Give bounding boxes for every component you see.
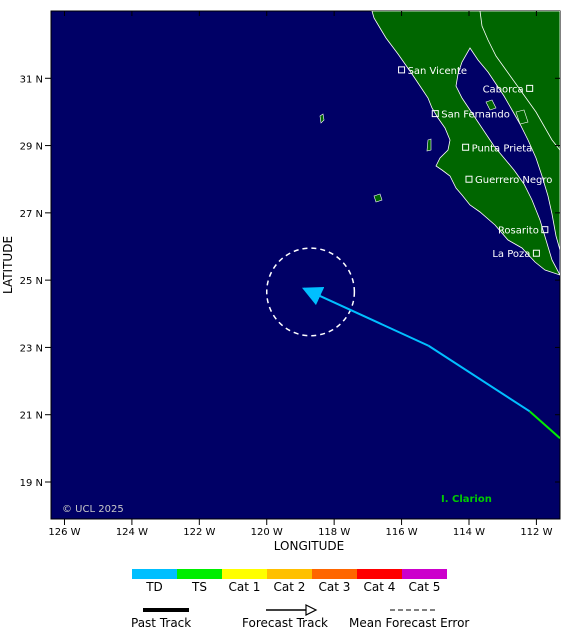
city-label: Punta Prieta <box>472 143 533 154</box>
legend-swatch <box>312 569 357 579</box>
city-marker-icon <box>541 226 549 234</box>
legend-swatch <box>267 569 312 579</box>
lon-tick-label: 112 W <box>520 527 552 538</box>
island-clarion-small <box>373 193 383 203</box>
legend-swatch <box>222 569 267 579</box>
landmass-sonora <box>479 11 560 151</box>
city-label: Guerrero Negro <box>475 175 552 186</box>
lat-tick-label: 21 N <box>20 411 43 422</box>
longitude-axis: 126 W 124 W 122 W 120 W 118 W 116 W 114 W 112 W <box>48 11 553 538</box>
city-marker-icon <box>465 175 473 183</box>
city-label: Caborca <box>483 84 524 95</box>
forecast-error-label: Mean Forecast Error <box>349 616 469 630</box>
lat-tick-label: 31 N <box>20 74 43 85</box>
gulf-of-california <box>455 47 560 276</box>
city-marker-icon <box>526 84 534 92</box>
legend-swatch <box>402 569 447 579</box>
island-guadalupe <box>319 113 325 124</box>
city-marker-icon <box>431 110 439 118</box>
lon-tick-label: 120 W <box>251 527 283 538</box>
lon-tick-label: 126 W <box>48 527 80 538</box>
city-label: San Fernando <box>441 110 510 121</box>
past-track-label: Past Track <box>131 616 191 630</box>
legend-swatch <box>132 569 177 579</box>
lon-tick-label: 114 W <box>453 527 485 538</box>
island-gulf-2 <box>515 109 529 125</box>
lon-tick-label: 122 W <box>183 527 215 538</box>
forecast-error-circle <box>265 247 356 337</box>
city-label: Rosarito <box>498 226 539 237</box>
legend-category-label: Cat 1 <box>229 580 261 594</box>
city-marker-icon <box>532 249 540 257</box>
legend-category-label: Cat 3 <box>319 580 351 594</box>
y-axis-title: LATITUDE <box>1 236 15 294</box>
latitude-axis: 19 N 21 N 23 N 25 N 27 N 29 N 31 N <box>20 74 560 489</box>
legend-category-label: Cat 4 <box>364 580 396 594</box>
forecast-arrow-icon <box>305 604 318 616</box>
lat-tick-label: 29 N <box>20 142 43 153</box>
lon-tick-label: 116 W <box>385 527 417 538</box>
lat-tick-label: 27 N <box>20 209 43 220</box>
x-axis-title: LONGITUDE <box>274 539 344 553</box>
lat-tick-label: 19 N <box>20 478 43 489</box>
city-label: La Poza <box>492 249 530 260</box>
track-segment <box>528 410 560 440</box>
city-marker-icon <box>398 66 406 74</box>
lon-tick-label: 124 W <box>116 527 148 538</box>
city-marker-icon <box>462 143 470 151</box>
island-label: I. Clarion <box>441 494 492 505</box>
city-label: San Vicente <box>408 66 467 77</box>
legend-swatch <box>177 569 222 579</box>
legend-category-label: Cat 2 <box>274 580 306 594</box>
island-cedros <box>426 138 432 152</box>
city-markers: San Vicente Caborca San Fernando Punta Prie… <box>398 66 552 260</box>
legend-category-label: Cat 5 <box>409 580 441 594</box>
track-segment <box>427 344 531 413</box>
category-legend: TD TS Cat 1 Cat 2 Cat 3 Cat 4 Cat 5 <box>132 569 447 594</box>
storm-track <box>301 286 560 440</box>
legend-category-label: TD <box>145 580 163 594</box>
copyright-text: © UCL 2025 <box>62 504 124 515</box>
legend-category-label: TS <box>191 580 207 594</box>
island-gulf-1 <box>485 99 497 111</box>
lat-tick-label: 25 N <box>20 276 43 287</box>
forecast-track-label: Forecast Track <box>242 616 328 630</box>
lat-tick-label: 23 N <box>20 343 43 354</box>
legend-swatch <box>357 569 402 579</box>
track-segment <box>301 286 429 347</box>
lon-tick-label: 118 W <box>318 527 350 538</box>
